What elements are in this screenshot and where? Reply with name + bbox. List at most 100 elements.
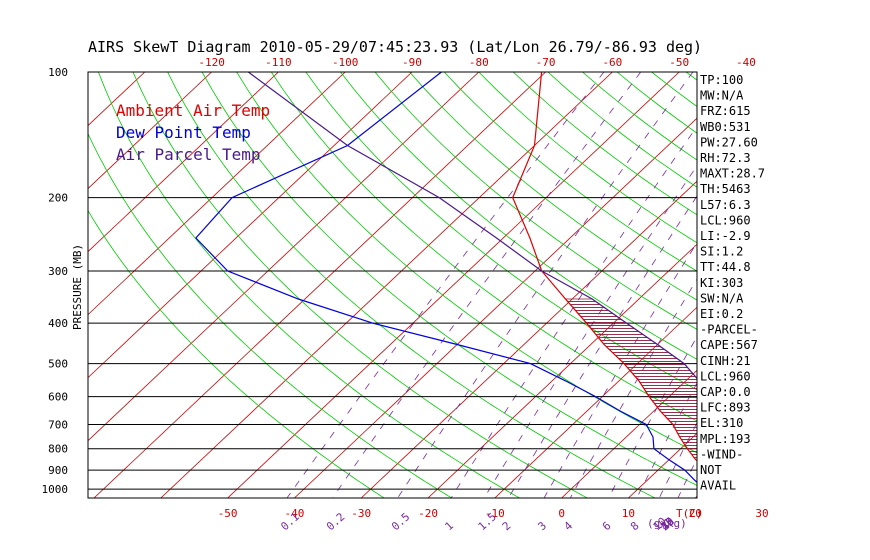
pressure-tick-label: 600 [48, 391, 68, 404]
index-entry: MAXT:28.7 [700, 167, 765, 181]
isotherm-line [427, 243, 697, 498]
isotherm-line [762, 72, 870, 498]
dry-adiabat-line [132, 72, 588, 498]
legend-air-parcel: Air Parcel Temp [116, 145, 261, 164]
profile-line [247, 72, 697, 380]
legend-dew-point: Dew Point Temp [116, 123, 251, 142]
mixing-ratio-tick-label: 6 [600, 519, 614, 533]
pressure-tick-label: 100 [48, 66, 68, 79]
bottom-temperature-tick-label: 0 [558, 507, 565, 520]
isotherm-line [88, 72, 480, 442]
dry-adiabat-line [409, 72, 697, 301]
index-entry: TP:100 [700, 73, 743, 87]
index-entry: TH:5463 [700, 182, 751, 196]
index-entry: SI:1.2 [700, 245, 743, 259]
top-temperature-tick-labels: -120 -110 -100 -90 -80 -70 -60 -50 -40 [198, 56, 756, 69]
isotherm-line [88, 72, 413, 379]
index-entry: -WIND- [700, 447, 743, 461]
isotherm-line [494, 306, 697, 498]
index-entry: WB0:531 [700, 120, 751, 134]
bottom-temperature-tick-labels: -50 -40 -30 -20 -10 0 10 20 30 [218, 507, 769, 520]
isotherm-lines [0, 72, 870, 498]
pressure-tick-label: 700 [48, 419, 68, 432]
pressure-tick-label: 200 [48, 192, 68, 205]
mixing-ratio-lines [286, 72, 870, 498]
index-entry: -PARCEL- [700, 323, 758, 337]
index-entry: PW:27.60 [700, 135, 758, 149]
mixing-ratio-tick-label: 2 [500, 519, 514, 533]
index-entry: LCL:960 [700, 369, 751, 383]
isotherm-line [561, 369, 697, 498]
index-entry: CAPE:567 [700, 338, 758, 352]
bottom-temperature-tick-label: 30 [755, 507, 768, 520]
pressure-tick-labels: 100 200 300 400 500 600 700 800 900 1000 [42, 66, 69, 496]
bottom-temperature-tick-label: -40 [284, 507, 304, 520]
isotherm-line [88, 72, 346, 316]
index-entry: EL:310 [700, 416, 743, 430]
dry-adiabat-lines [88, 72, 870, 498]
dry-adiabat-line [790, 72, 870, 498]
mixing-ratio-line [332, 72, 642, 498]
isotherm-line [360, 180, 697, 498]
mixing-ratio-line [543, 241, 697, 498]
isotherm-line [294, 117, 697, 498]
index-entry: EI:0.2 [700, 307, 743, 321]
index-entry: RH:72.3 [700, 151, 751, 165]
bottom-temperature-tick-label: -10 [485, 507, 505, 520]
plot-area [0, 71, 870, 499]
dry-adiabat-line [88, 132, 453, 498]
index-entry: AVAIL [700, 479, 736, 493]
isotherm-line [93, 72, 546, 498]
index-entry: SW:N/A [700, 291, 744, 305]
index-entry: CINH:21 [700, 354, 751, 368]
isotherm-line [160, 72, 613, 498]
legend: Ambient Air Temp Dew Point Temp Air Parc… [116, 101, 270, 164]
index-entry: NOT [700, 463, 722, 477]
profile-line [512, 72, 697, 462]
mixing-ratio-tick-label: 0.2 [324, 510, 347, 533]
top-temperature-tick-label: -120 [198, 56, 225, 69]
index-entry: FRZ:615 [700, 104, 751, 118]
top-temperature-tick-label: -40 [736, 56, 756, 69]
index-entry: CAP:0.0 [700, 385, 751, 399]
bottom-temperature-tick-label: -30 [351, 507, 371, 520]
dry-adiabat-line [478, 72, 697, 244]
mixing-ratio-line [757, 72, 870, 498]
dry-adiabat-line [270, 72, 697, 422]
profile-lines [195, 72, 697, 484]
dry-adiabat-line [167, 72, 656, 498]
bottom-temperature-tick-label: 10 [622, 507, 635, 520]
dry-adiabat-line [859, 72, 870, 498]
mixing-ratio-line [658, 421, 697, 498]
pressure-tick-label: 900 [48, 464, 68, 477]
profile-line [195, 72, 697, 484]
mixing-ratio-tick-label: 0.5 [389, 510, 412, 533]
index-entry: LI:-2.9 [700, 229, 751, 243]
top-temperature-tick-label: -70 [536, 56, 556, 69]
mixing-ratio-tick-label: 8 [628, 519, 642, 533]
index-entry: MW:N/A [700, 89, 744, 103]
isotherm-line [88, 72, 212, 190]
isotherm-line [227, 72, 680, 498]
index-entry: LFC:893 [700, 401, 751, 415]
index-entry: LCL:960 [700, 213, 751, 227]
pressure-tick-label: 400 [48, 317, 68, 330]
index-entry: KI:303 [700, 276, 743, 290]
isotherm-line [0, 72, 78, 498]
mixing-ratio-line [397, 72, 694, 498]
mixing-ratio-line [777, 72, 870, 498]
pressure-tick-label: 800 [48, 443, 68, 456]
top-temperature-tick-label: -90 [402, 56, 422, 69]
mixing-ratio-tick-label: 1 [442, 519, 456, 533]
top-temperature-tick-label: -110 [265, 56, 292, 69]
isotherm-line [88, 72, 279, 253]
dry-adiabat-line [374, 72, 697, 330]
pressure-tick-label: 1000 [42, 483, 69, 496]
index-entry: MPL:193 [700, 432, 751, 446]
mixing-ratio-line [286, 72, 605, 498]
dry-adiabat-line [88, 209, 385, 498]
bottom-temperature-tick-label: 20 [689, 507, 702, 520]
isobar-lines [88, 197, 697, 490]
plot-frame [87, 71, 698, 499]
